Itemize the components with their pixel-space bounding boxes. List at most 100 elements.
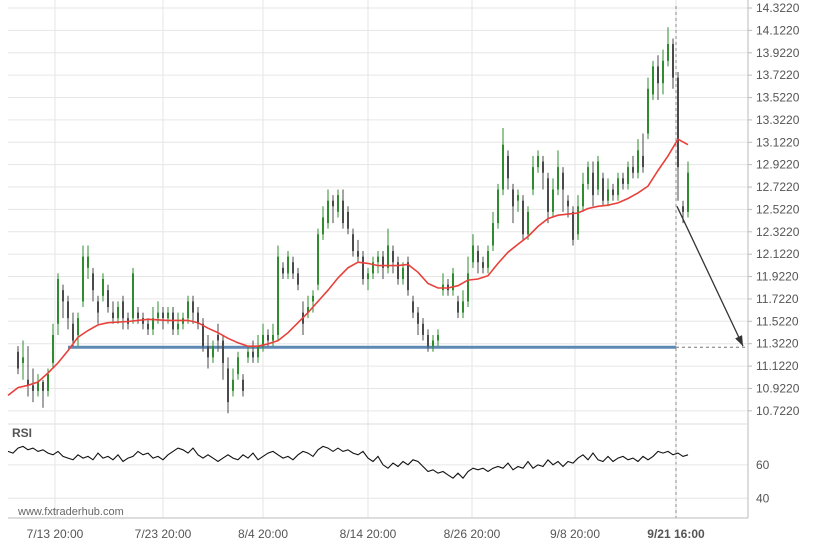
candle [372, 256, 374, 280]
candle [657, 55, 659, 100]
candle-body [432, 340, 434, 347]
price-tick-label: 14.1220 [756, 23, 800, 37]
candle-body [192, 301, 194, 313]
candle [262, 323, 264, 352]
candle-body [187, 301, 189, 319]
candle-body [627, 167, 629, 184]
time-tick-label: 9/21 16:00 [647, 527, 705, 541]
candle [582, 172, 584, 212]
candle [417, 306, 419, 335]
price-tick-label: 13.9220 [756, 46, 800, 60]
candle-body [197, 312, 199, 324]
candle-body [482, 262, 484, 268]
candle-body [52, 334, 54, 363]
candles [17, 27, 689, 414]
candle-body [527, 211, 529, 235]
candle-body [462, 301, 464, 313]
candle [577, 195, 579, 240]
candle [637, 139, 639, 179]
candle [57, 273, 59, 335]
candle-body [282, 267, 284, 274]
rsi-label: RSI [12, 426, 32, 440]
candle [217, 323, 219, 352]
candle-body [117, 306, 119, 319]
candle [492, 211, 494, 252]
candle-body [532, 167, 534, 190]
candle-body [567, 200, 569, 207]
candle-body [502, 144, 504, 190]
price-tick-label: 12.9220 [756, 158, 800, 172]
candle-body [142, 318, 144, 324]
candle [457, 295, 459, 319]
candle [142, 312, 144, 330]
candle-body [162, 312, 164, 319]
candle-body [72, 323, 74, 341]
candle [607, 178, 609, 207]
candle [292, 256, 294, 280]
price-tick-label: 11.9220 [756, 270, 799, 284]
candle-body [292, 262, 294, 274]
candle-body [102, 279, 104, 296]
candle-body [542, 161, 544, 173]
candle [222, 334, 224, 380]
candle [82, 245, 84, 307]
candle-body [87, 256, 89, 268]
candle-body [27, 379, 29, 386]
candle-body [257, 346, 259, 358]
candle-body [422, 323, 424, 335]
candle-body [57, 279, 59, 324]
candle-body [647, 88, 649, 134]
candle-body [287, 256, 289, 274]
candle-body [592, 172, 594, 196]
candle [652, 60, 654, 100]
candle-body [152, 318, 154, 330]
candle-body [362, 256, 364, 280]
candle [277, 245, 279, 341]
candle-body [357, 251, 359, 257]
candle [437, 329, 439, 347]
candle-body [297, 273, 299, 285]
candle-body [352, 234, 354, 252]
candle-body [622, 178, 624, 184]
candle-body [512, 189, 514, 207]
candle [22, 340, 24, 380]
candle-body [147, 323, 149, 330]
candle [522, 195, 524, 240]
candle-body [682, 206, 684, 212]
candle [227, 357, 229, 414]
candle-body [507, 155, 509, 179]
candle-body [97, 301, 99, 313]
time-tick-label: 7/13 20:00 [27, 527, 84, 541]
candle [257, 334, 259, 363]
candle [17, 346, 19, 375]
candle [677, 72, 679, 201]
candle-body [122, 301, 124, 319]
candle [592, 161, 594, 207]
candle-body [652, 66, 654, 95]
candle [527, 206, 529, 240]
price-tick-label: 10.9220 [756, 381, 800, 395]
candle-body [132, 273, 134, 319]
rsi-panel: 60 40 RSI [7, 426, 770, 505]
candle [92, 267, 94, 302]
candle-body [552, 189, 554, 212]
time-tick-label: 8/4 20:00 [238, 527, 288, 541]
time-tick-label: 7/23 20:00 [135, 527, 192, 541]
candle-body [677, 77, 679, 168]
candle [132, 267, 134, 324]
candle-body [217, 334, 219, 341]
candle [62, 284, 64, 319]
candle-body [537, 155, 539, 168]
candle [117, 301, 119, 324]
candle [572, 206, 574, 246]
candle [467, 256, 469, 307]
candle-body [212, 346, 214, 358]
candle-body [347, 211, 349, 229]
candle [282, 262, 284, 280]
candle-body [472, 245, 474, 263]
candle [207, 334, 209, 369]
candle [27, 346, 29, 397]
candle-body [392, 251, 394, 263]
candle-body [467, 273, 469, 302]
candle-body [367, 273, 369, 280]
